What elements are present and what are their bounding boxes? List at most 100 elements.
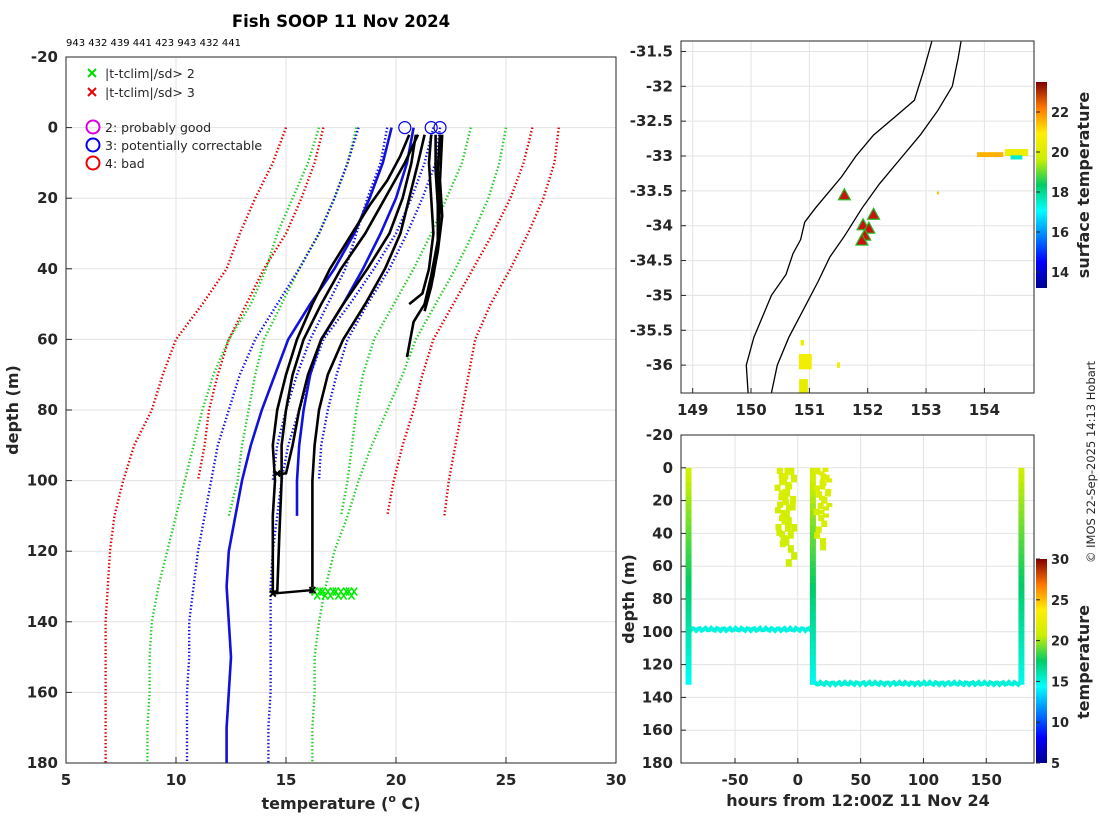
temp-colorbar-tick-label: 5 — [1051, 757, 1060, 772]
profile-cell — [685, 626, 692, 635]
y-tick-label: 20 — [37, 189, 58, 207]
map-ticks: 149 150 151 152 153 154 -31.5 -32 -32.5 -33 -33.5 -… — [630, 42, 1000, 419]
legend-label: 3: potentially correctable — [105, 138, 262, 153]
profile-cell — [1018, 626, 1025, 635]
section-y-tick-label: 40 — [652, 524, 673, 542]
profile-chart: Fish SOOP 11 Nov 2024 943 432 439 441 42… — [3, 12, 626, 813]
profile-cell — [809, 539, 816, 548]
short-profile-cell — [782, 473, 789, 480]
temperature-profile — [275, 134, 418, 475]
short-profile-cell — [781, 478, 788, 485]
short-profile-cell — [825, 488, 832, 493]
temperature-profile — [271, 134, 411, 594]
profile-cell — [685, 604, 692, 613]
profile-cell — [809, 511, 816, 519]
short-profile-cell — [774, 507, 781, 514]
short-profile-cell — [826, 478, 833, 483]
short-profile-cell — [785, 481, 792, 490]
sst-patch — [977, 152, 1004, 158]
profile-cell — [1018, 590, 1025, 599]
profile-cell — [685, 619, 692, 628]
profile-cell — [1018, 475, 1025, 483]
short-profile-cell — [817, 502, 824, 510]
section-y-tick-label: 60 — [652, 557, 673, 575]
temperature-profile — [423, 134, 442, 305]
map-y-tick-label: -32.5 — [630, 112, 673, 130]
short-profile-cell — [776, 467, 783, 475]
profile-cell — [685, 561, 692, 570]
profile-cell — [1018, 568, 1025, 577]
profile-cell — [685, 467, 692, 476]
map-sst — [798, 149, 1029, 393]
bottom-link-line — [272, 588, 313, 595]
sst-colorbar — [1036, 82, 1047, 288]
profile-cell — [809, 612, 816, 620]
circle-red-icon — [85, 155, 101, 171]
profile-cell — [809, 633, 816, 642]
x-red-icon — [87, 87, 97, 97]
sst-colorbar-tick-label: 18 — [1051, 186, 1069, 201]
temp-colorbar-tick-label: 25 — [1051, 594, 1069, 609]
map-y-tick-label: -34.5 — [630, 252, 673, 270]
cruise-ids: 943 432 439 441 423 943 432 441 — [66, 38, 241, 49]
profile-cell — [809, 503, 816, 512]
temp-colorbar-tick-label: 15 — [1051, 675, 1069, 690]
x-tick-label: 20 — [386, 771, 407, 789]
profile-cell — [1018, 511, 1025, 519]
section-y-tick-label: 80 — [652, 590, 673, 608]
climatology-line — [267, 127, 435, 763]
short-profile-cell — [778, 531, 785, 537]
short-profile-cell — [820, 499, 827, 504]
section-y-tick-label: 180 — [642, 754, 673, 772]
sst-patch — [837, 362, 840, 368]
profile-cell — [809, 619, 816, 628]
sst-colorbar-tick-label: 22 — [1051, 106, 1069, 121]
profile-cell — [685, 503, 692, 512]
short-profile-cell — [819, 485, 826, 490]
profile-cell — [685, 568, 692, 577]
sst-colorbar-tick-label: 16 — [1051, 226, 1069, 241]
short-profile-cell — [787, 545, 794, 553]
climatology-line — [311, 127, 508, 763]
profile-cell — [685, 669, 692, 678]
flag-circle — [398, 120, 412, 135]
temp-colorbar-tick-label: 10 — [1051, 716, 1069, 731]
short-profile-cell — [821, 520, 828, 527]
sst-patch — [1010, 155, 1023, 160]
profile-cell — [1018, 633, 1025, 642]
climatology-line — [104, 127, 288, 763]
legend-circle-red: 4: bad — [85, 155, 145, 171]
profile-cell — [685, 554, 692, 563]
profile-cell — [685, 539, 692, 548]
y-axis-label: depth (m) — [3, 365, 22, 455]
map-y-tick-label: -35.5 — [630, 321, 673, 339]
x-tick-label: 5 — [61, 771, 71, 789]
short-profile-cell — [784, 488, 791, 497]
temp-colorbar-ticks: 5 10 15 20 25 30 — [1036, 553, 1069, 772]
credit-text: © IMOS 22-Sep-2025 14:13 Hobart — [1084, 360, 1098, 563]
profile-cell — [809, 583, 816, 591]
section-chart: -50 0 50 100 150-20020406080100120140160180 … — [619, 426, 1093, 810]
climatology-line — [271, 127, 389, 481]
sst-colorbar-tick-label: 20 — [1051, 146, 1069, 161]
sst-patch — [1004, 149, 1029, 157]
sst-patch — [800, 340, 805, 346]
short-profile-cell — [778, 515, 785, 522]
profile-cell — [1018, 597, 1025, 606]
section-x-tick-label: 0 — [793, 771, 803, 789]
short-profile-cell — [784, 525, 791, 532]
map-y-tick-label: -32 — [646, 77, 673, 95]
climatology-line — [196, 127, 325, 481]
temp-colorbar — [1036, 559, 1047, 763]
profile-cell — [1018, 662, 1025, 671]
coastline — [745, 40, 933, 394]
profile-cell — [1018, 547, 1025, 555]
y-tick-label: 60 — [37, 330, 58, 348]
x-tick-label: 10 — [166, 771, 187, 789]
circle-magenta-icon — [85, 119, 101, 135]
profile-cell — [1018, 518, 1025, 527]
profile-cell — [685, 590, 692, 599]
profile-cell — [1018, 539, 1025, 548]
profile-cell — [809, 561, 816, 570]
section-y-tick-label: 160 — [642, 721, 673, 739]
